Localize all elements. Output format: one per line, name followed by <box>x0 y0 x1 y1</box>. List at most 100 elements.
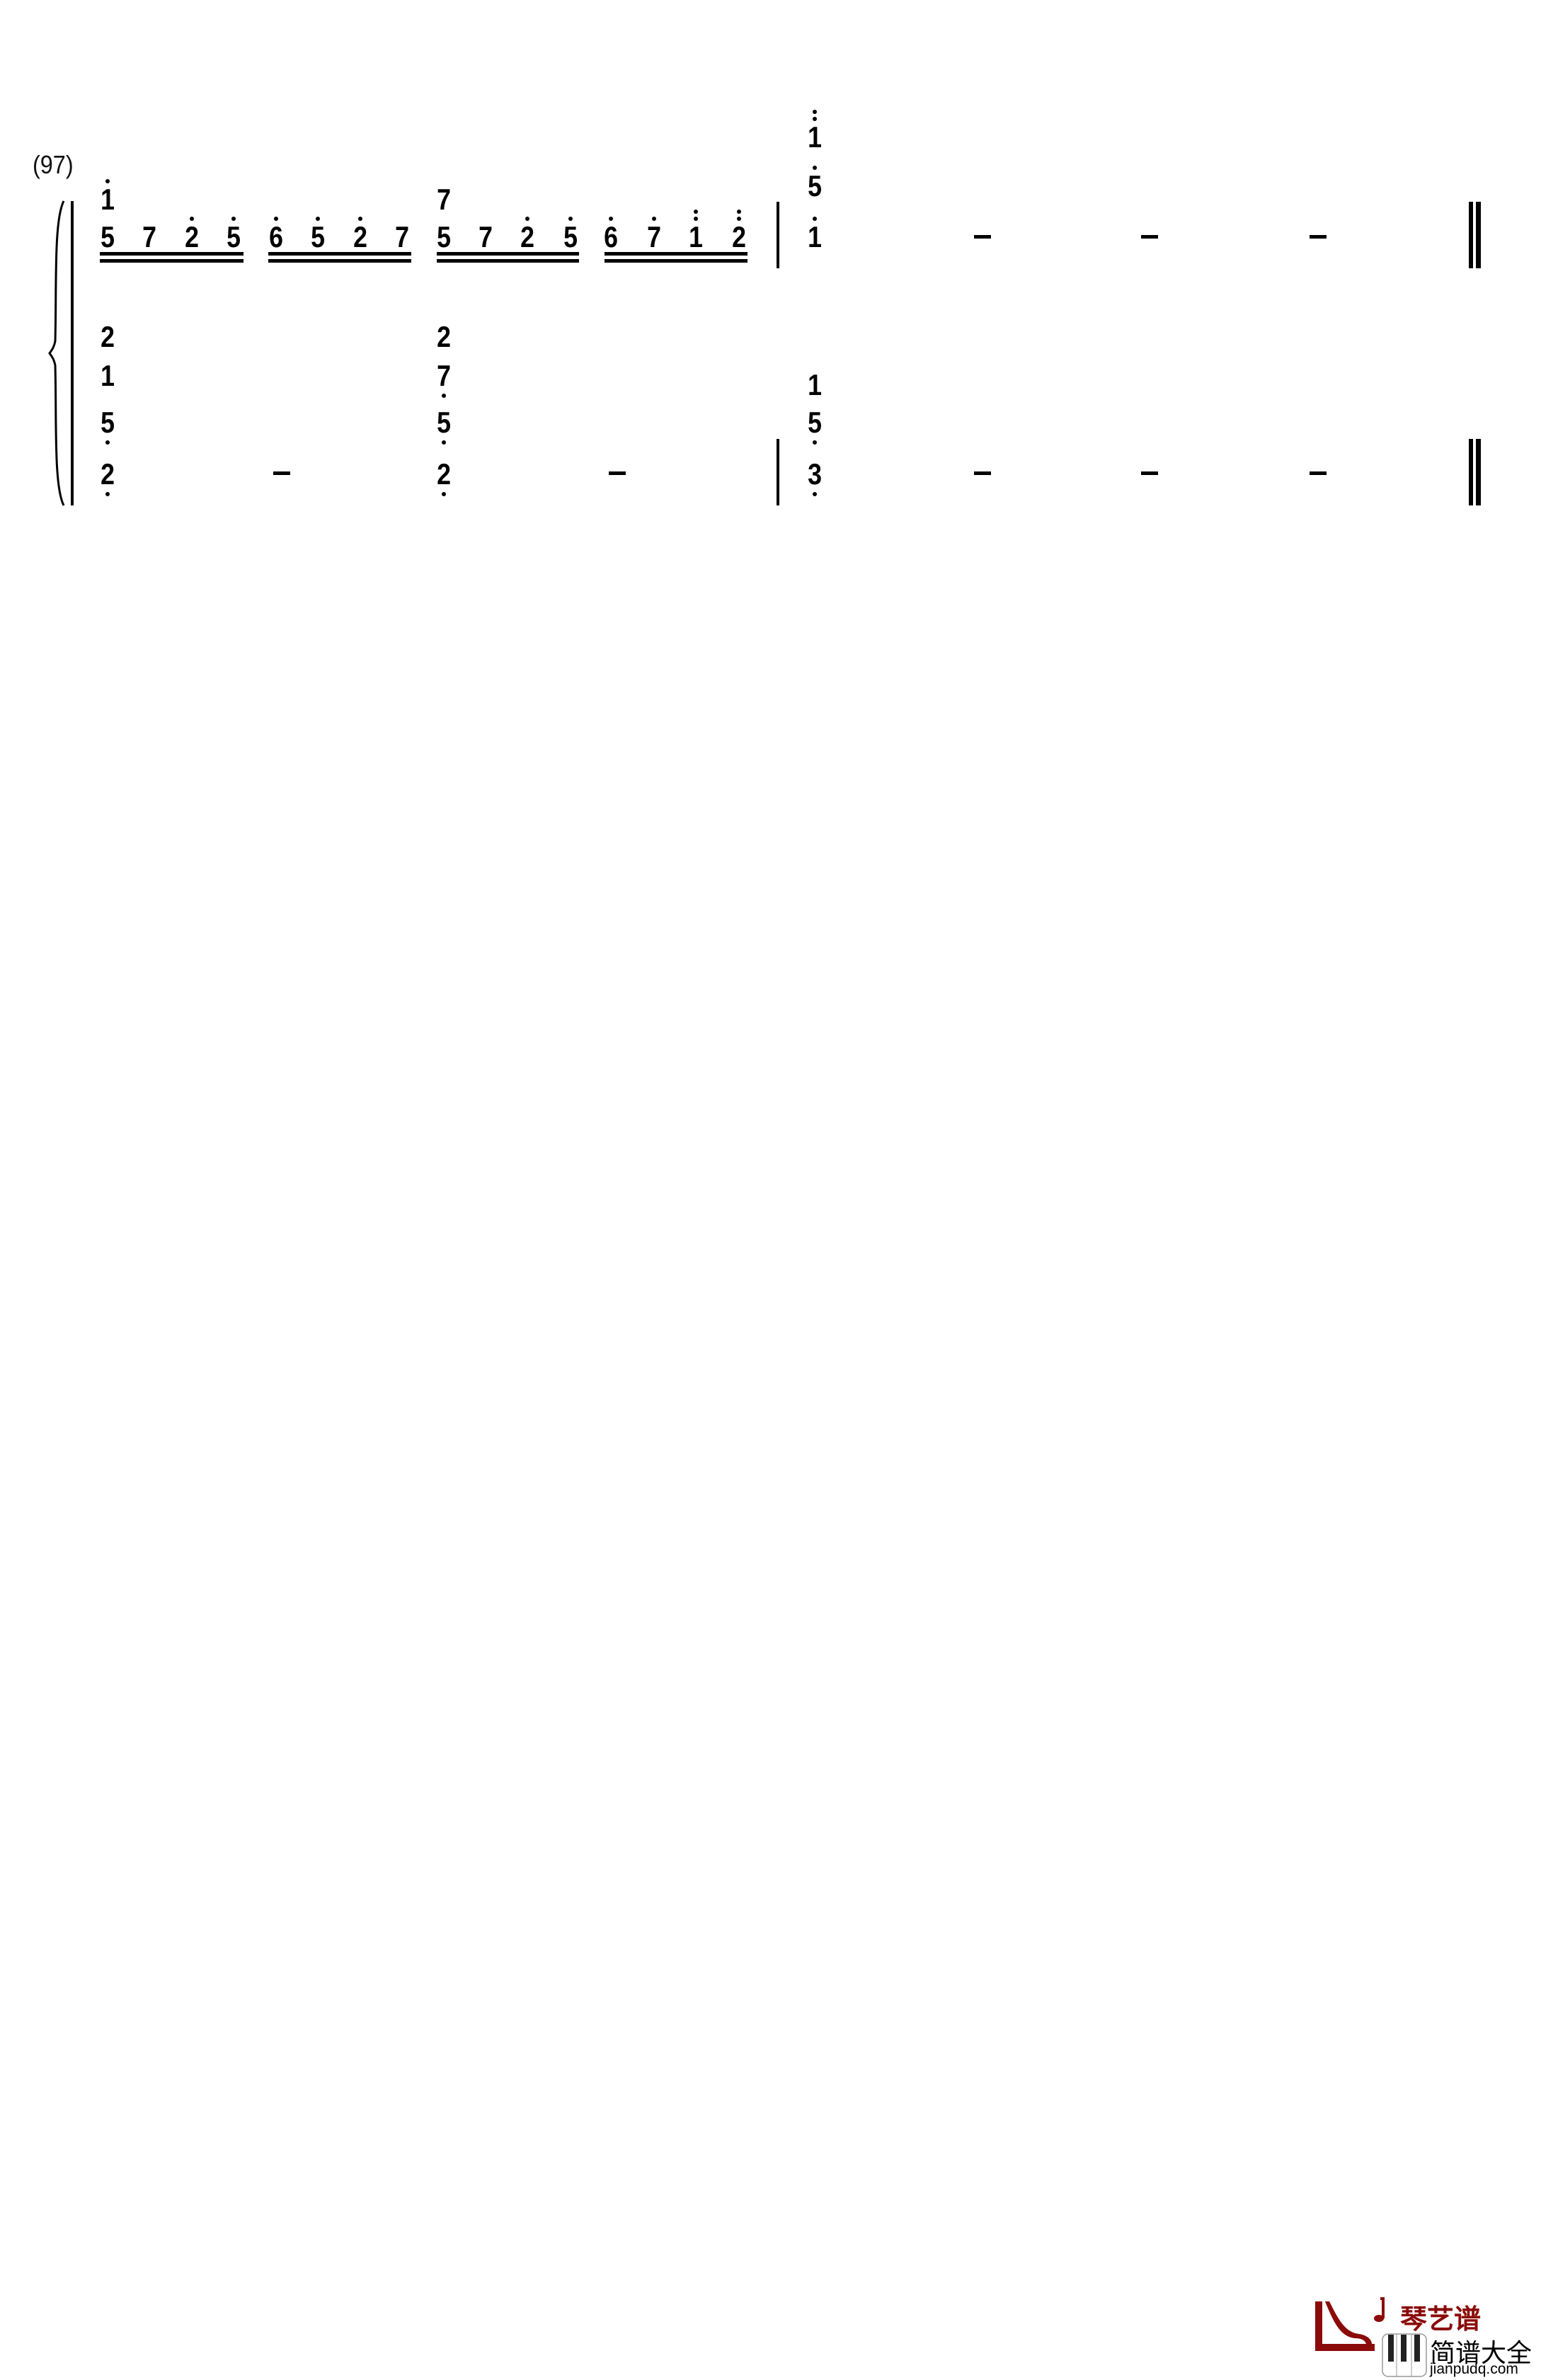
note-digit: 5 <box>808 169 822 202</box>
note: 5 <box>560 217 581 252</box>
note: 2 <box>97 322 118 352</box>
note-digit: 2 <box>732 220 746 253</box>
note-digit: 2 <box>353 220 367 253</box>
note: 2 <box>728 210 750 252</box>
note: 1 <box>804 370 825 400</box>
note-digit: 5 <box>227 220 241 253</box>
octave-up-dot <box>694 210 698 214</box>
sixteenth-beam <box>100 252 244 256</box>
note: 5 <box>804 408 825 445</box>
barline <box>777 439 779 505</box>
note: 1 <box>804 217 825 252</box>
octave-down-dot <box>813 440 817 445</box>
final-barline-thin <box>1469 439 1473 505</box>
octave-up-dot <box>652 217 656 221</box>
barline <box>777 202 779 268</box>
note: 5 <box>804 166 825 201</box>
note-digit: 6 <box>604 220 618 253</box>
brand-name: 琴艺谱 <box>1400 2305 1482 2335</box>
note: 7 <box>475 222 496 252</box>
sustain-dash <box>273 471 290 475</box>
system-barline <box>71 201 74 505</box>
note: 6 <box>600 217 621 252</box>
octave-up-dot <box>274 217 278 221</box>
note: 1 <box>804 110 825 152</box>
note: 2 <box>350 217 371 252</box>
octave-up-dot <box>813 117 817 121</box>
octave-up-dot <box>231 217 236 221</box>
note: 5 <box>307 217 328 252</box>
sustain-dash <box>1310 471 1327 475</box>
octave-up-dot <box>525 217 529 221</box>
measure-number: (97) <box>33 150 74 179</box>
note-digit: 2 <box>437 457 451 491</box>
note-digit: 2 <box>101 320 115 353</box>
sixteenth-beam <box>268 252 411 256</box>
sustain-dash <box>609 471 626 475</box>
note-digit: 5 <box>101 220 115 253</box>
octave-up-dot <box>813 166 817 170</box>
note: 2 <box>433 322 454 352</box>
note: 5 <box>433 408 454 445</box>
octave-up-dot <box>358 217 362 221</box>
note-digit: 1 <box>808 220 822 253</box>
brace-icon <box>48 200 65 506</box>
note-digit: 7 <box>142 220 156 253</box>
octave-up-dot <box>568 217 573 221</box>
octave-up-dot <box>316 217 320 221</box>
octave-up-dot <box>694 217 698 221</box>
octave-down-dot <box>442 492 446 496</box>
note: 1 <box>97 179 118 214</box>
sustain-dash <box>1141 471 1158 475</box>
octave-up-dot <box>105 179 110 183</box>
note: 2 <box>97 459 118 496</box>
note: 7 <box>433 361 454 398</box>
sixteenth-beam <box>437 259 579 263</box>
sixteenth-beam <box>437 252 579 256</box>
note: 2 <box>517 217 538 252</box>
note-digit: 3 <box>808 457 822 491</box>
sixteenth-beam <box>605 259 747 263</box>
octave-up-dot <box>737 217 741 221</box>
note-digit: 5 <box>563 220 578 253</box>
note-digit: 7 <box>437 359 451 392</box>
sixteenth-beam <box>100 259 244 263</box>
octave-down-dot <box>813 492 817 496</box>
note: 7 <box>643 217 665 252</box>
note-digit: 5 <box>311 220 325 253</box>
octave-up-dot <box>737 210 741 214</box>
note-digit: 1 <box>101 183 115 216</box>
note-digit: 2 <box>101 457 115 491</box>
note: 5 <box>97 408 118 445</box>
sixteenth-beam <box>605 252 747 256</box>
octave-up-dot <box>609 217 613 221</box>
note-digit: 1 <box>808 368 822 401</box>
note-digit: 7 <box>479 220 493 253</box>
final-barline-thin <box>1469 202 1473 268</box>
final-barline-thick <box>1476 202 1481 268</box>
note: 5 <box>97 222 118 252</box>
sustain-dash <box>974 471 991 475</box>
octave-down-dot <box>105 492 110 496</box>
note: 1 <box>97 361 118 391</box>
note: 7 <box>139 222 160 252</box>
note-digit: 7 <box>437 183 451 216</box>
note: 5 <box>223 217 244 252</box>
note: 5 <box>433 222 454 252</box>
sustain-dash <box>974 235 991 239</box>
octave-down-dot <box>442 440 446 445</box>
note-digit: 1 <box>101 359 115 392</box>
note: 3 <box>804 459 825 496</box>
note-digit: 1 <box>689 220 703 253</box>
note: 1 <box>685 210 706 252</box>
octave-up-dot <box>813 110 817 114</box>
note-digit: 2 <box>520 220 534 253</box>
site-subtitle: 简谱大全 <box>1430 2338 1533 2367</box>
note-digit: 5 <box>808 406 822 439</box>
note: 7 <box>391 222 413 252</box>
final-barline-thick <box>1476 439 1481 505</box>
note: 7 <box>433 185 454 214</box>
sustain-dash <box>1310 235 1327 239</box>
footer-logo: 琴艺谱 简谱大全 jianpudq.com <box>1310 2297 1541 2380</box>
note: 2 <box>433 459 454 496</box>
